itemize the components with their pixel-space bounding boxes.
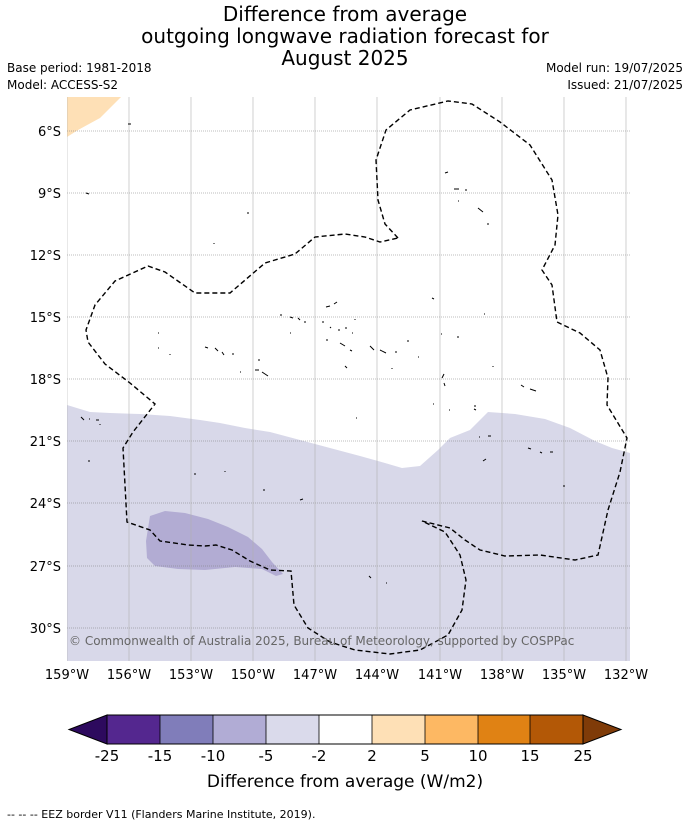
colorbar-tick: -15 xyxy=(148,747,173,765)
lat-label: 21°S xyxy=(30,435,61,450)
model-run: Model run: 19/07/2025 xyxy=(545,61,683,75)
colorbar-segment xyxy=(213,715,266,744)
negative-anomaly-region-light xyxy=(67,405,630,661)
title-line-2: outgoing longwave radiation forecast for xyxy=(141,24,549,48)
lat-label: 12°S xyxy=(30,249,61,264)
title-line-3: August 2025 xyxy=(281,46,409,70)
colorbar-segment xyxy=(425,715,478,744)
lon-label: 156°W xyxy=(107,668,151,683)
title-line-1: Difference from average xyxy=(222,2,468,26)
lat-label: 9°S xyxy=(38,187,61,202)
colorbar-title: Difference from average (W/m2) xyxy=(206,772,484,792)
lat-label: 15°S xyxy=(30,311,61,326)
lat-label: 30°S xyxy=(30,622,61,637)
colorbar-segment xyxy=(478,715,530,744)
lon-label: 138°W xyxy=(480,668,524,683)
negative-anomaly-region-strong xyxy=(146,511,283,576)
eez-footnote: -- -- -- EEZ border V11 (Flanders Marine… xyxy=(7,808,316,821)
lat-axis: 6°S 9°S 12°S 15°S 18°S 21°S 24°S 27°S 30… xyxy=(30,125,61,637)
lon-label: 150°W xyxy=(231,668,275,683)
lon-label: 141°W xyxy=(418,668,462,683)
positive-anomaly-region xyxy=(67,97,121,137)
eez-border xyxy=(85,100,628,655)
colorbar-tick: 25 xyxy=(573,747,592,765)
colorbar: -25 -15 -10 -5 -2 2 5 10 15 25 xyxy=(67,714,623,765)
colorbar-segment xyxy=(107,715,160,744)
lat-label: 18°S xyxy=(30,373,61,388)
lon-label: 135°W xyxy=(542,668,586,683)
gridlines xyxy=(67,97,630,661)
colorbar-high-arrow xyxy=(582,714,623,745)
colorbar-tick: 2 xyxy=(367,747,377,765)
colorbar-segment xyxy=(160,715,213,744)
lon-label: 147°W xyxy=(293,668,337,683)
base-period: Base period: 1981-2018 xyxy=(7,61,152,75)
colorbar-tick: -25 xyxy=(95,747,120,765)
lon-label: 132°W xyxy=(604,668,648,683)
issued-date: Issued: 21/07/2025 xyxy=(567,78,683,92)
lon-label: 153°W xyxy=(169,668,213,683)
colorbar-segment xyxy=(319,715,372,744)
copyright-notice: © Commonwealth of Australia 2025, Bureau… xyxy=(69,634,575,648)
colorbar-outline xyxy=(106,714,584,745)
colorbar-tick: -2 xyxy=(312,747,327,765)
lon-label: 144°W xyxy=(355,668,399,683)
colorbar-segment xyxy=(266,715,319,744)
colorbar-tick: -10 xyxy=(201,747,226,765)
colorbar-segment xyxy=(372,715,425,744)
lon-axis: 159°W 156°W 153°W 150°W 147°W 144°W 141°… xyxy=(45,668,648,683)
colorbar-tick: 15 xyxy=(520,747,539,765)
lat-label: 6°S xyxy=(38,125,61,140)
colorbar-segment xyxy=(530,715,583,744)
colorbar-low-arrow xyxy=(67,714,108,745)
lat-label: 27°S xyxy=(30,560,61,575)
lat-label: 24°S xyxy=(30,497,61,512)
colorbar-tick: 5 xyxy=(420,747,430,765)
colorbar-tick: 10 xyxy=(468,747,487,765)
islands xyxy=(80,123,565,584)
map-panel xyxy=(67,97,630,661)
lon-label: 159°W xyxy=(45,668,89,683)
model-name: Model: ACCESS-S2 xyxy=(7,78,119,92)
colorbar-tick: -5 xyxy=(259,747,274,765)
